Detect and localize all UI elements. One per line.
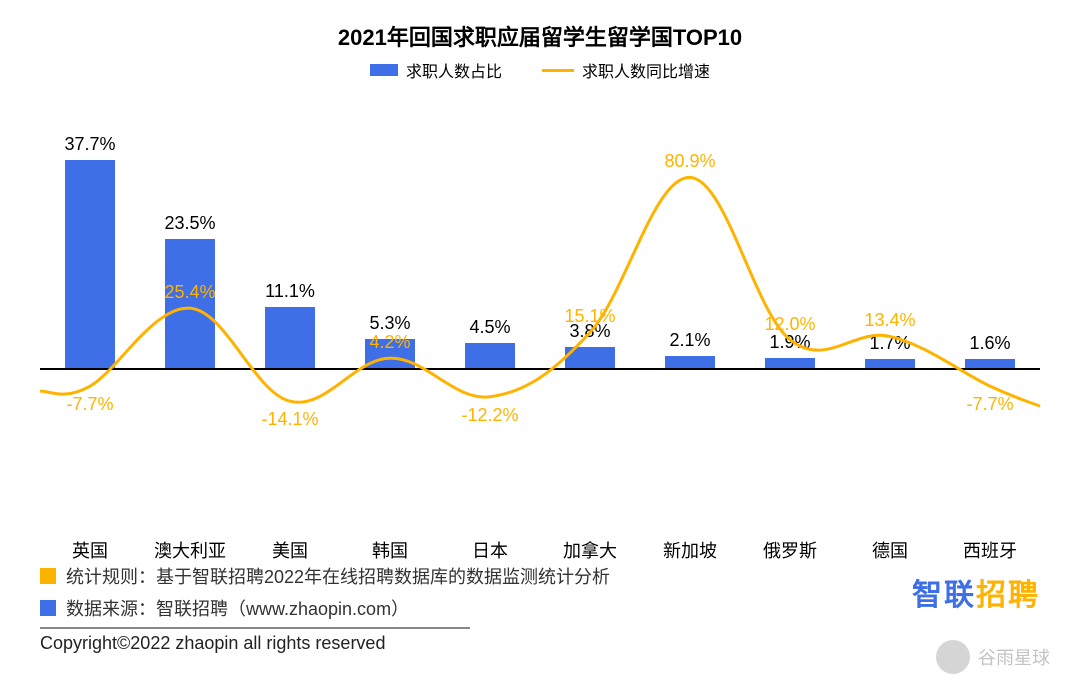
brand-part1: 智联 [912,579,976,612]
footer-rule: 统计规则：基于智联招聘2022年在线招聘数据库的数据监测统计分析 [40,563,1040,589]
footer-source: 数据来源：智联招聘（www.zhaopin.com） [40,595,1040,621]
footer-rule-text: 统计规则：基于智联招聘2022年在线招聘数据库的数据监测统计分析 [66,563,610,589]
legend-line: 求职人数同比增速 [542,58,710,82]
watermark: 谷雨星球 [936,640,1050,674]
x-axis-label: 俄罗斯 [740,537,840,563]
brand-logo: 智联招聘 [912,570,1040,614]
chart-title: 2021年回国求职应届留学生留学国TOP10 [40,20,1040,52]
legend: 求职人数占比 求职人数同比增速 [40,58,1040,82]
watermark-icon [936,640,970,674]
footer-sq-1 [40,568,56,584]
x-axis-label: 英国 [40,537,140,563]
trend-line [40,177,1040,406]
footer-sq-2 [40,600,56,616]
x-axis-label: 新加坡 [640,537,740,563]
brand-part2: 招聘 [976,579,1040,612]
legend-line-swatch [542,69,574,72]
watermark-text: 谷雨星球 [978,644,1050,670]
legend-line-label: 求职人数同比增速 [582,58,710,82]
footer: 统计规则：基于智联招聘2022年在线招聘数据库的数据监测统计分析 数据来源：智联… [40,563,1040,654]
legend-bar-label: 求职人数占比 [406,58,502,82]
x-axis-label: 日本 [440,537,540,563]
x-axis-label: 德国 [840,537,940,563]
line-layer [40,102,1040,482]
x-axis-label: 韩国 [340,537,440,563]
plot-area: 37.7%英国23.5%澳大利亚11.1%美国5.3%韩国4.5%日本3.8%加… [40,102,1040,482]
legend-bar-swatch [370,64,398,76]
footer-divider [40,627,470,629]
x-axis-label: 澳大利亚 [140,537,240,563]
x-axis-label: 美国 [240,537,340,563]
x-axis-label: 加拿大 [540,537,640,563]
copyright: Copyright©2022 zhaopin all rights reserv… [40,633,1040,654]
footer-source-text: 数据来源：智联招聘（www.zhaopin.com） [66,595,409,621]
legend-bar: 求职人数占比 [370,58,502,82]
x-axis-label: 西班牙 [940,537,1040,563]
